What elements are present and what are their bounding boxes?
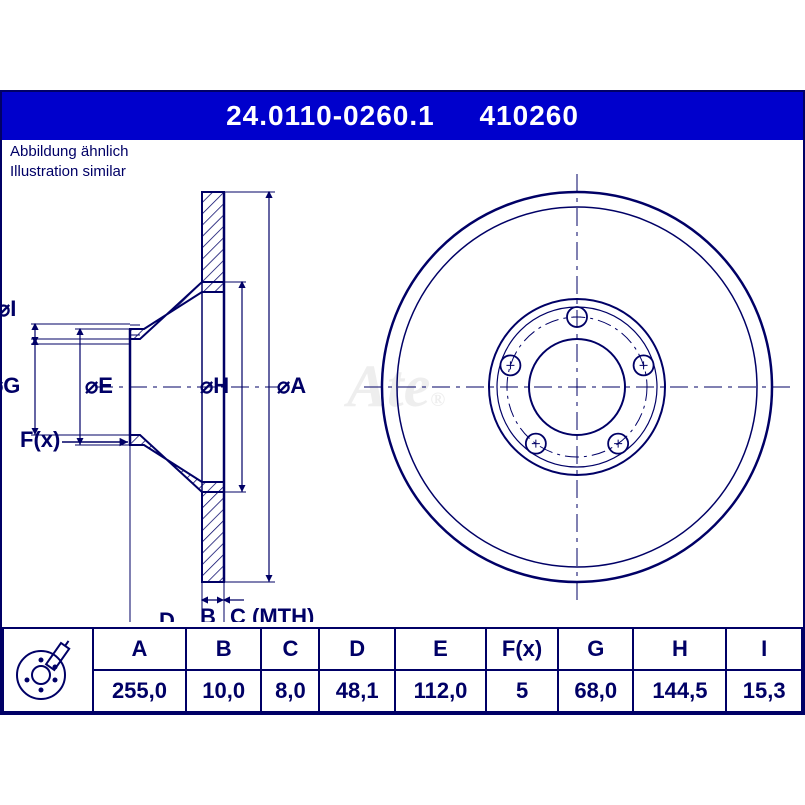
part-code: 410260: [479, 100, 578, 131]
diagram-area: ⌀A ⌀H ⌀E ⌀G ⌀I F(x) B C (MTH) D: [2, 142, 803, 622]
dimension-labels: ⌀A ⌀H ⌀E ⌀G ⌀I F(x) B C (MTH) D: [2, 192, 314, 622]
val-B: 10,0: [186, 670, 261, 712]
col-G: G: [558, 628, 633, 670]
col-C: C: [261, 628, 319, 670]
val-C: 8,0: [261, 670, 319, 712]
col-I: I: [726, 628, 802, 670]
col-E: E: [395, 628, 486, 670]
svg-text:C (MTH): C (MTH): [230, 604, 314, 622]
side-section-view: [95, 192, 279, 582]
drawing-frame: 24.0110-0260.1 410260 Abbildung ähnlich …: [0, 90, 805, 715]
svg-text:⌀G: ⌀G: [2, 373, 20, 398]
disc-icon-cell: [3, 628, 93, 712]
svg-text:⌀A: ⌀A: [277, 373, 306, 398]
table-value-row: 255,0 10,0 8,0 48,1 112,0 5 68,0 144,5 1…: [3, 670, 802, 712]
svg-text:⌀E: ⌀E: [85, 373, 113, 398]
front-view: [364, 174, 790, 600]
svg-text:B: B: [200, 604, 216, 622]
col-Fx: F(x): [486, 628, 558, 670]
svg-text:F(x): F(x): [20, 427, 60, 452]
table-header-row: A B C D E F(x) G H I: [3, 628, 802, 670]
col-A: A: [93, 628, 186, 670]
val-G: 68,0: [558, 670, 633, 712]
val-A: 255,0: [93, 670, 186, 712]
val-D: 48,1: [319, 670, 394, 712]
val-Fx: 5: [486, 670, 558, 712]
svg-text:D: D: [159, 608, 175, 622]
brake-disc-icon: [13, 635, 83, 705]
svg-text:⌀H: ⌀H: [200, 373, 229, 398]
dimension-table: A B C D E F(x) G H I 255,0 10,0 8,0 48,1…: [2, 627, 803, 713]
val-I: 15,3: [726, 670, 802, 712]
col-D: D: [319, 628, 394, 670]
col-B: B: [186, 628, 261, 670]
val-E: 112,0: [395, 670, 486, 712]
svg-text:⌀I: ⌀I: [2, 296, 16, 321]
val-H: 144,5: [633, 670, 726, 712]
col-H: H: [633, 628, 726, 670]
technical-drawing: ⌀A ⌀H ⌀E ⌀G ⌀I F(x) B C (MTH) D: [2, 142, 805, 622]
part-number: 24.0110-0260.1: [226, 100, 435, 131]
title-bar: 24.0110-0260.1 410260: [2, 92, 803, 140]
